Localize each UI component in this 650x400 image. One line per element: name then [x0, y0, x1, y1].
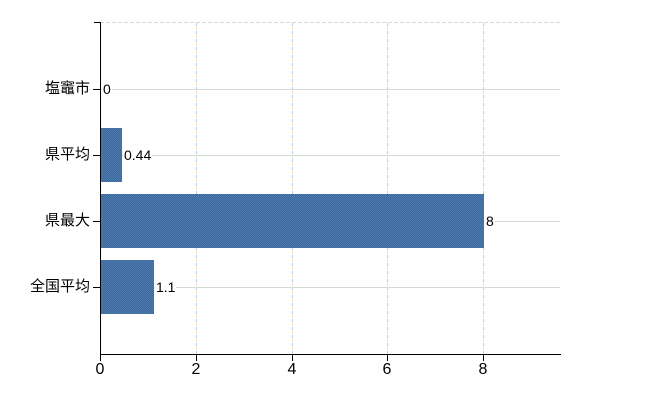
- x-tick: [100, 354, 101, 361]
- h-gridline: [100, 155, 560, 156]
- x-tick-label-4: 4: [287, 361, 297, 378]
- x-tick: [196, 354, 197, 361]
- y-tick: [93, 155, 100, 156]
- value-label-shiogama: 0: [102, 80, 112, 98]
- x-tick-label-0: 0: [95, 361, 105, 378]
- v-gridline: [387, 23, 388, 354]
- category-label-zenkoku: 全国平均: [29, 278, 90, 295]
- y-axis-line: [100, 22, 101, 355]
- category-label-kensaidai: 県最大: [44, 212, 90, 229]
- h-gridline: [100, 89, 560, 90]
- y-tick: [93, 89, 100, 90]
- plot-top-border: [100, 22, 560, 23]
- v-gridline: [196, 23, 197, 354]
- y-tick: [93, 287, 100, 288]
- y-tick: [93, 221, 100, 222]
- x-tick-label-6: 6: [382, 361, 392, 378]
- v-gridline: [292, 23, 293, 354]
- bar-kenheikin: [101, 128, 122, 182]
- category-label-kenheikin: 県平均: [44, 146, 90, 163]
- category-label-shiogama: 塩竈市: [44, 80, 90, 97]
- x-tick-label-8: 8: [478, 361, 488, 378]
- x-tick-label-2: 2: [191, 361, 201, 378]
- value-label-kenheikin: 0.44: [123, 146, 153, 164]
- x-tick: [292, 354, 293, 361]
- x-axis-line: [100, 354, 561, 355]
- y-axis-top-tick: [94, 22, 100, 23]
- h-gridline: [100, 287, 560, 288]
- x-tick: [387, 354, 388, 361]
- value-label-kensaidai: 8: [485, 212, 495, 230]
- value-label-zenkoku: 1.1: [155, 278, 177, 296]
- v-gridline: [483, 23, 484, 354]
- bar-zenkoku: [101, 260, 154, 314]
- bar-kensaidai: [101, 194, 484, 248]
- x-tick: [483, 354, 484, 361]
